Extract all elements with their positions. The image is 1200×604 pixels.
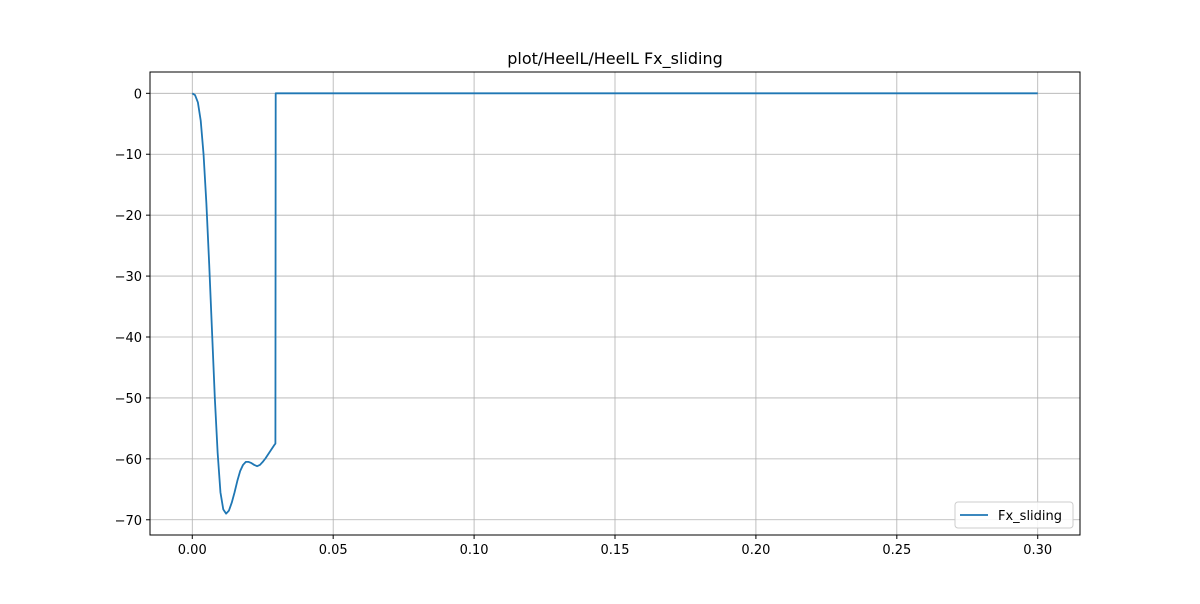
y-axis-ticks: 0 −10 −20 −30 −40 −50 −60 −70 bbox=[115, 87, 150, 529]
series-layer bbox=[191, 92, 1038, 515]
y-tick-label: 0 bbox=[134, 87, 142, 102]
y-tick-label: −40 bbox=[115, 331, 142, 346]
x-tick-label: 0.05 bbox=[319, 543, 348, 558]
y-tick-label: −10 bbox=[115, 148, 142, 163]
x-tick-label: 0.15 bbox=[601, 543, 630, 558]
x-axis-ticks: 0.00 0.05 0.10 0.15 0.20 0.25 0.30 bbox=[178, 535, 1052, 558]
legend: Fx_sliding bbox=[954, 501, 1074, 529]
x-tick-label: 0.30 bbox=[1023, 543, 1052, 558]
chart-title: plot/HeelL/HeelL Fx_sliding bbox=[507, 49, 722, 69]
y-tick-label: −60 bbox=[115, 453, 142, 468]
x-tick-label: 0.20 bbox=[741, 543, 770, 558]
x-tick-label: 0.00 bbox=[178, 543, 207, 558]
y-tick-label: −20 bbox=[115, 209, 142, 224]
series-line-fx-sliding bbox=[191, 92, 1038, 515]
y-tick-label: −30 bbox=[115, 270, 142, 285]
x-tick-label: 0.25 bbox=[882, 543, 911, 558]
x-tick-label: 0.10 bbox=[460, 543, 489, 558]
legend-label: Fx_sliding bbox=[998, 509, 1062, 524]
legend-box bbox=[954, 501, 1074, 529]
y-tick-label: −50 bbox=[115, 392, 142, 407]
y-tick-label: −70 bbox=[115, 514, 142, 529]
